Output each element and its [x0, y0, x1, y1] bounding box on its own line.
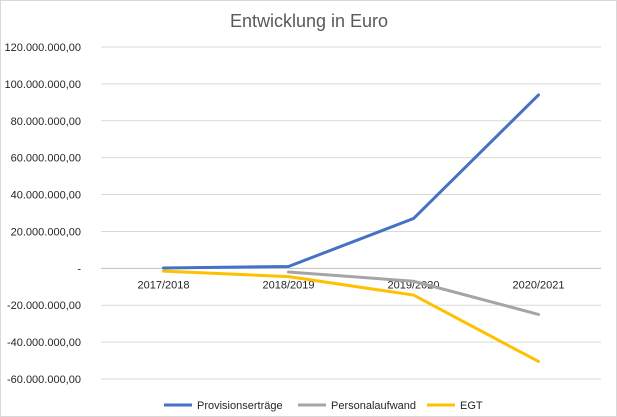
gridlines [101, 46, 601, 380]
x-tick-label: 2017/2018 [138, 279, 190, 291]
series-lines [162, 93, 540, 363]
y-tick-label: 80.000.000,00 [11, 116, 81, 128]
series-line [162, 269, 540, 363]
series-line [287, 270, 540, 316]
y-tick-label: -20.000.000,00 [7, 300, 81, 312]
legend-label: Personalaufwand [331, 400, 416, 412]
y-tick-label: 20.000.000,00 [11, 226, 81, 238]
chart-title: Entwicklung in Euro [230, 11, 388, 31]
legend-label: EGT [460, 400, 483, 412]
y-axis-ticks: 120.000.000,00 100.000.000,00 80.000.000,0… [5, 42, 82, 386]
legend: Provisionserträge Personalaufwand EGT [164, 400, 483, 412]
x-tick-label: 2019/2020 [388, 279, 440, 291]
y-tick-label: 40.000.000,00 [11, 190, 81, 202]
series-line [162, 93, 540, 270]
x-tick-label: 2018/2019 [263, 279, 315, 291]
y-tick-label: 60.000.000,00 [11, 153, 81, 165]
y-tick-label: 120.000.000,00 [5, 42, 81, 54]
legend-label: Provisionserträge [197, 400, 283, 412]
y-tick-label: -60.000.000,00 [7, 374, 81, 386]
x-tick-label: 2020/2021 [513, 279, 565, 291]
x-axis-ticks: 2017/2018 2018/2019 2019/2020 2020/2021 [138, 279, 565, 291]
y-tick-label: -40.000.000,00 [7, 337, 81, 349]
y-tick-label: - [77, 263, 81, 275]
y-tick-label: 100.000.000,00 [5, 79, 81, 91]
